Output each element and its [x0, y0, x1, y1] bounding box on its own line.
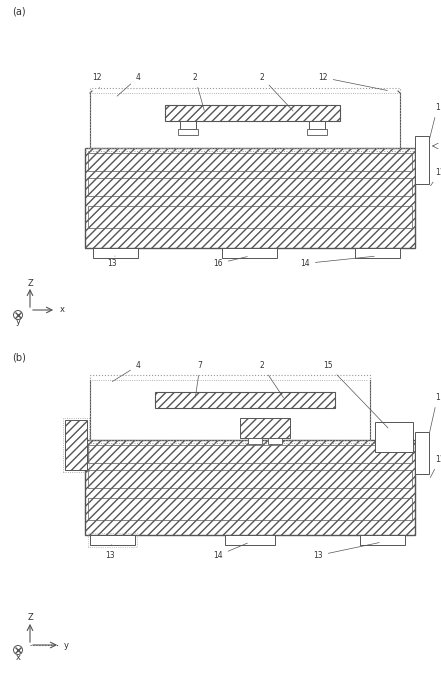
Bar — [85, 148, 415, 248]
Bar — [309, 121, 325, 129]
Circle shape — [14, 310, 22, 319]
Text: x: x — [60, 306, 65, 315]
Text: 1: 1 — [430, 393, 440, 432]
Text: 13: 13 — [105, 545, 115, 560]
Circle shape — [14, 645, 22, 654]
Bar — [88, 445, 412, 463]
Bar — [85, 440, 415, 535]
Bar — [88, 470, 412, 488]
Text: 14: 14 — [300, 256, 374, 268]
Bar — [165, 105, 340, 121]
Bar — [415, 432, 429, 474]
Text: 15: 15 — [323, 361, 388, 428]
Bar — [65, 420, 87, 470]
Text: y: y — [64, 640, 69, 649]
Bar — [225, 535, 275, 545]
Text: 4: 4 — [112, 361, 140, 382]
Bar — [93, 248, 138, 258]
Text: 16: 16 — [213, 256, 247, 268]
Bar — [90, 88, 400, 148]
Bar — [307, 129, 327, 135]
Bar — [88, 178, 412, 196]
Bar — [415, 136, 429, 184]
Text: Z: Z — [27, 279, 33, 288]
Text: Z: Z — [27, 613, 33, 622]
Text: 14: 14 — [213, 543, 247, 560]
Bar — [180, 121, 196, 129]
Text: 12: 12 — [318, 73, 387, 91]
Text: 23: 23 — [313, 121, 321, 127]
Text: 7: 7 — [195, 361, 202, 397]
Bar — [88, 533, 137, 547]
Bar — [88, 498, 412, 520]
Bar — [240, 418, 290, 438]
Bar — [90, 535, 135, 545]
Text: 13: 13 — [313, 543, 379, 560]
Text: x: x — [15, 653, 20, 663]
Text: 2: 2 — [193, 73, 204, 110]
Text: 4: 4 — [117, 73, 140, 96]
Bar — [375, 422, 413, 452]
Bar — [178, 129, 198, 135]
Bar — [88, 153, 412, 171]
Bar — [88, 206, 412, 228]
Text: 11: 11 — [430, 168, 441, 186]
Bar — [90, 375, 370, 440]
Text: 2: 2 — [260, 73, 293, 111]
Bar — [63, 418, 89, 472]
Bar — [268, 438, 282, 444]
Bar — [355, 248, 400, 258]
Text: 11: 11 — [430, 455, 441, 477]
Text: (b): (b) — [12, 353, 26, 363]
Text: 1: 1 — [430, 103, 440, 139]
Text: 13: 13 — [107, 256, 117, 268]
Bar — [222, 248, 277, 258]
Text: 12: 12 — [92, 73, 102, 88]
Text: y: y — [15, 317, 20, 326]
Text: 2: 2 — [260, 361, 284, 398]
Bar — [360, 535, 405, 545]
Bar — [155, 392, 335, 408]
Text: 22: 22 — [184, 121, 192, 127]
Text: (a): (a) — [12, 7, 26, 17]
Bar — [248, 438, 262, 444]
